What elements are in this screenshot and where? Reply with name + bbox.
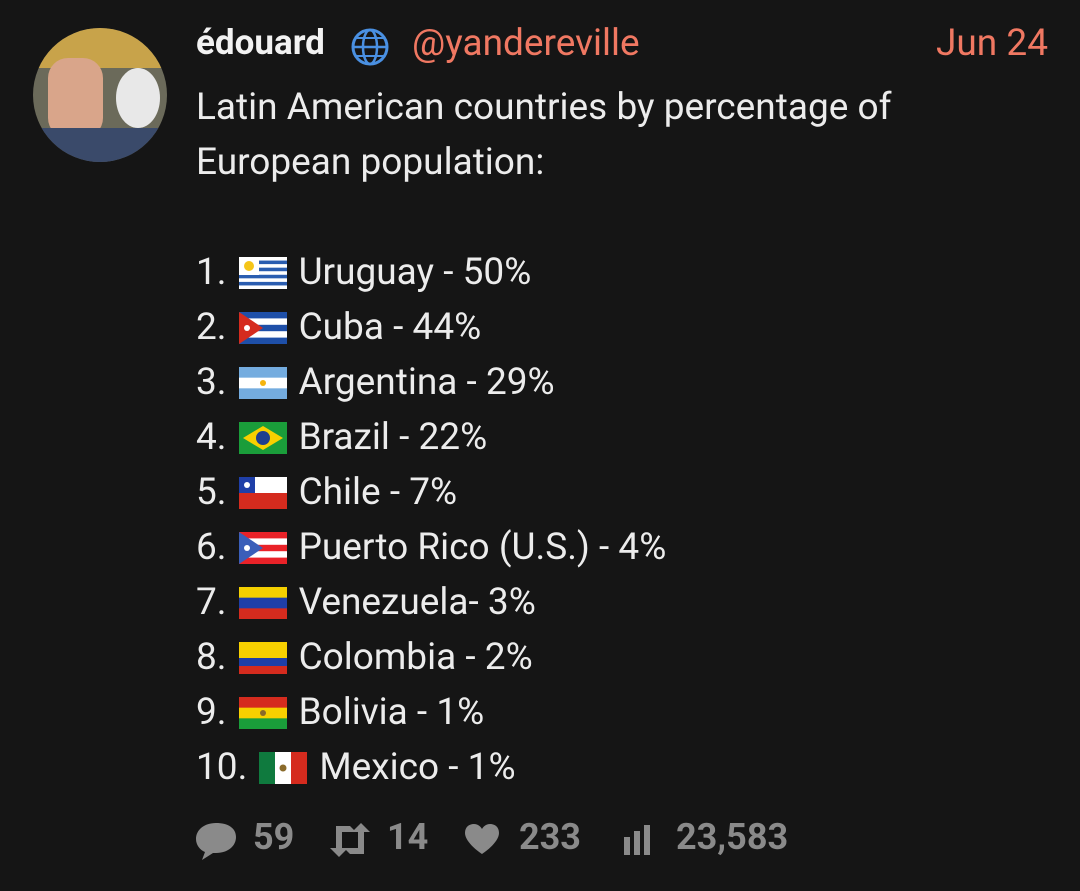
item-text: Chile - 7% [298, 471, 458, 514]
item-text: Brazil - 22% [298, 416, 488, 459]
retweet-count: 14 [387, 816, 429, 858]
reply-icon[interactable] [194, 820, 238, 862]
list-item: 3. Argentina - 29% [196, 355, 555, 410]
list-item: 2. Cuba - 44% [196, 300, 481, 355]
item-rank: 4. [196, 416, 227, 459]
body-text: Latin American countries by percentage o… [196, 86, 892, 129]
flag-icon [238, 531, 287, 564]
item-text: Venezuela- 3% [298, 581, 536, 624]
view-count: 23,583 [676, 816, 789, 858]
avatar[interactable] [33, 28, 167, 162]
item-rank: 2. [196, 306, 227, 349]
item-rank: 5. [196, 471, 227, 514]
list-item: 10. Mexico - 1% [196, 740, 516, 795]
list-item: 7. Venezuela- 3% [196, 575, 536, 630]
item-rank: 8. [196, 636, 227, 679]
flag-icon [238, 421, 287, 454]
flag-icon [238, 586, 287, 619]
body-text: European population: [196, 141, 545, 184]
views-icon[interactable] [623, 825, 653, 855]
item-rank: 9. [196, 691, 227, 734]
globe-icon [351, 28, 389, 66]
retweet-icon[interactable] [328, 822, 372, 858]
list-item: 8. Colombia - 2% [196, 630, 533, 685]
flag-icon [238, 476, 287, 509]
list-item: 6. Puerto Rico (U.S.) - 4% [196, 520, 666, 575]
list-item: 9. Bolivia - 1% [196, 685, 484, 740]
flag-icon [238, 366, 287, 399]
item-rank: 10. [196, 746, 248, 789]
item-text: Bolivia - 1% [298, 691, 485, 734]
item-text: Cuba - 44% [298, 306, 482, 349]
author-name[interactable]: édouard [196, 22, 325, 63]
item-text: Puerto Rico (U.S.) - 4% [298, 526, 667, 569]
flag-icon [238, 311, 287, 344]
list-item: 1. Uruguay - 50% [196, 245, 531, 300]
item-text: Argentina - 29% [298, 361, 555, 404]
like-icon[interactable] [464, 823, 500, 855]
item-rank: 7. [196, 581, 227, 624]
flag-icon [238, 256, 287, 289]
list-item: 4. Brazil - 22% [196, 410, 487, 465]
item-text: Colombia - 2% [298, 636, 533, 679]
item-rank: 3. [196, 361, 227, 404]
tweet-date[interactable]: Jun 24 [935, 22, 1048, 65]
reply-count: 59 [253, 816, 295, 858]
flag-icon [238, 641, 287, 674]
flag-icon [259, 751, 308, 784]
item-text: Uruguay - 50% [298, 251, 532, 294]
flag-icon [238, 696, 287, 729]
item-text: Mexico - 1% [319, 746, 516, 789]
item-rank: 6. [196, 526, 227, 569]
list-item: 5. Chile - 7% [196, 465, 457, 520]
item-rank: 1. [196, 251, 227, 294]
like-count: 233 [519, 816, 581, 858]
author-handle[interactable]: @yandereville [412, 22, 640, 65]
